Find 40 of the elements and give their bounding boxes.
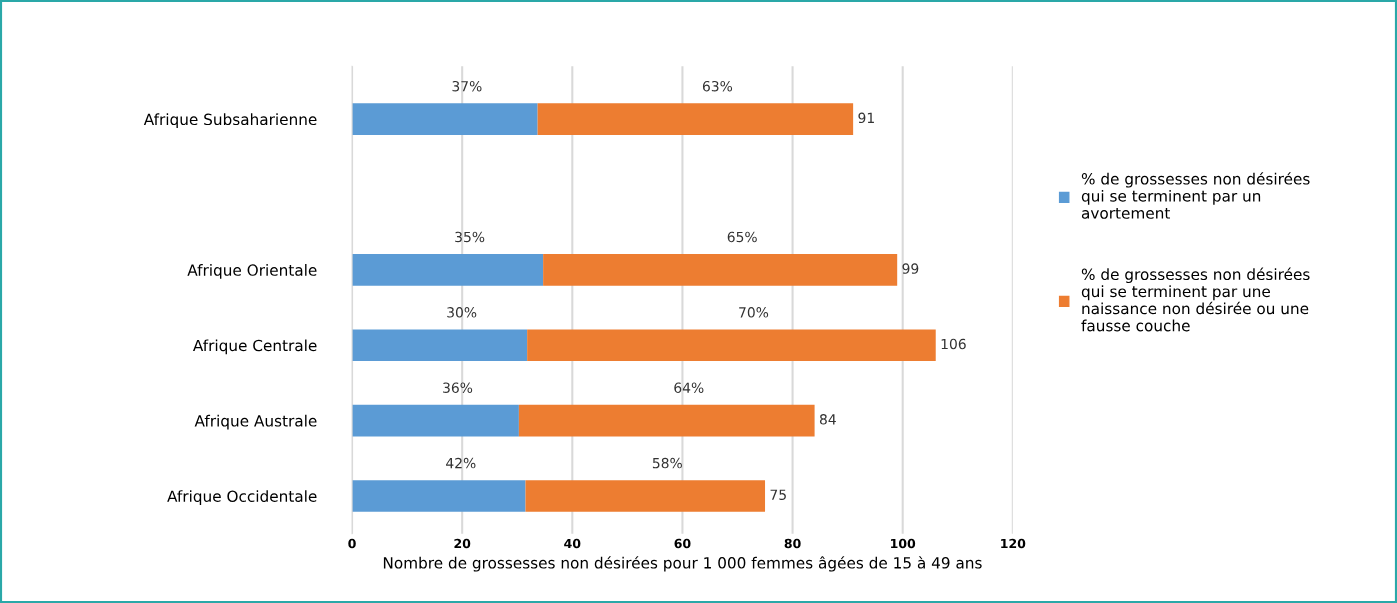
annotation: 64% [674, 382, 704, 393]
y-tick-label: Afrique Subsaharienne [143, 113, 317, 129]
annotation: 35% [455, 231, 485, 243]
bar [525, 480, 766, 512]
bar [543, 254, 898, 286]
x-tick-label: 0 [348, 538, 356, 549]
annotation: 37% [452, 80, 482, 92]
bar [537, 103, 854, 135]
bar [352, 254, 544, 286]
annotation: 58% [652, 457, 682, 469]
x-tick-label: 60 [674, 538, 691, 549]
annotation: 70% [739, 307, 769, 318]
x-tick-label: 20 [454, 538, 471, 549]
annotation: 42% [446, 457, 476, 469]
y-tick-label: Afrique Centrale [192, 339, 317, 355]
legend-label: % de grossesses non désirées qui se terminent par une naissance non désirée ou une fausse couche [1081, 267, 1310, 332]
annotation: 65% [727, 231, 757, 243]
annotation: 30% [447, 307, 477, 318]
y-tick-label: Afrique Occidentale [167, 490, 317, 505]
y-tick-label: Afrique Orientale [187, 264, 317, 279]
x-tick-label: 100 [891, 538, 916, 549]
x-axis-title: Nombre de grossesses non désirées pour 1 000 femmes âgées de 15 à 49 ans [383, 556, 982, 572]
bar [518, 404, 815, 437]
y-tick-label: Afrique Australe [194, 414, 317, 430]
bar [352, 329, 528, 362]
total-label: 106 [941, 338, 966, 350]
x-tick-label: 80 [784, 538, 801, 549]
total-label: 99 [902, 263, 919, 274]
legend-label: % de grossesses non désirées qui se terminent par un avortement [1081, 172, 1310, 219]
annotation: 36% [443, 382, 473, 393]
bar [352, 480, 526, 512]
total-label: 84 [819, 414, 836, 425]
annotation: 63% [702, 80, 733, 92]
total-label: 91 [858, 112, 874, 124]
bar [527, 329, 936, 362]
total-label: 75 [770, 489, 786, 500]
x-tick-label: 40 [564, 538, 581, 549]
x-tick-label: 120 [1001, 538, 1026, 549]
bar [352, 103, 538, 135]
bar [352, 404, 519, 437]
